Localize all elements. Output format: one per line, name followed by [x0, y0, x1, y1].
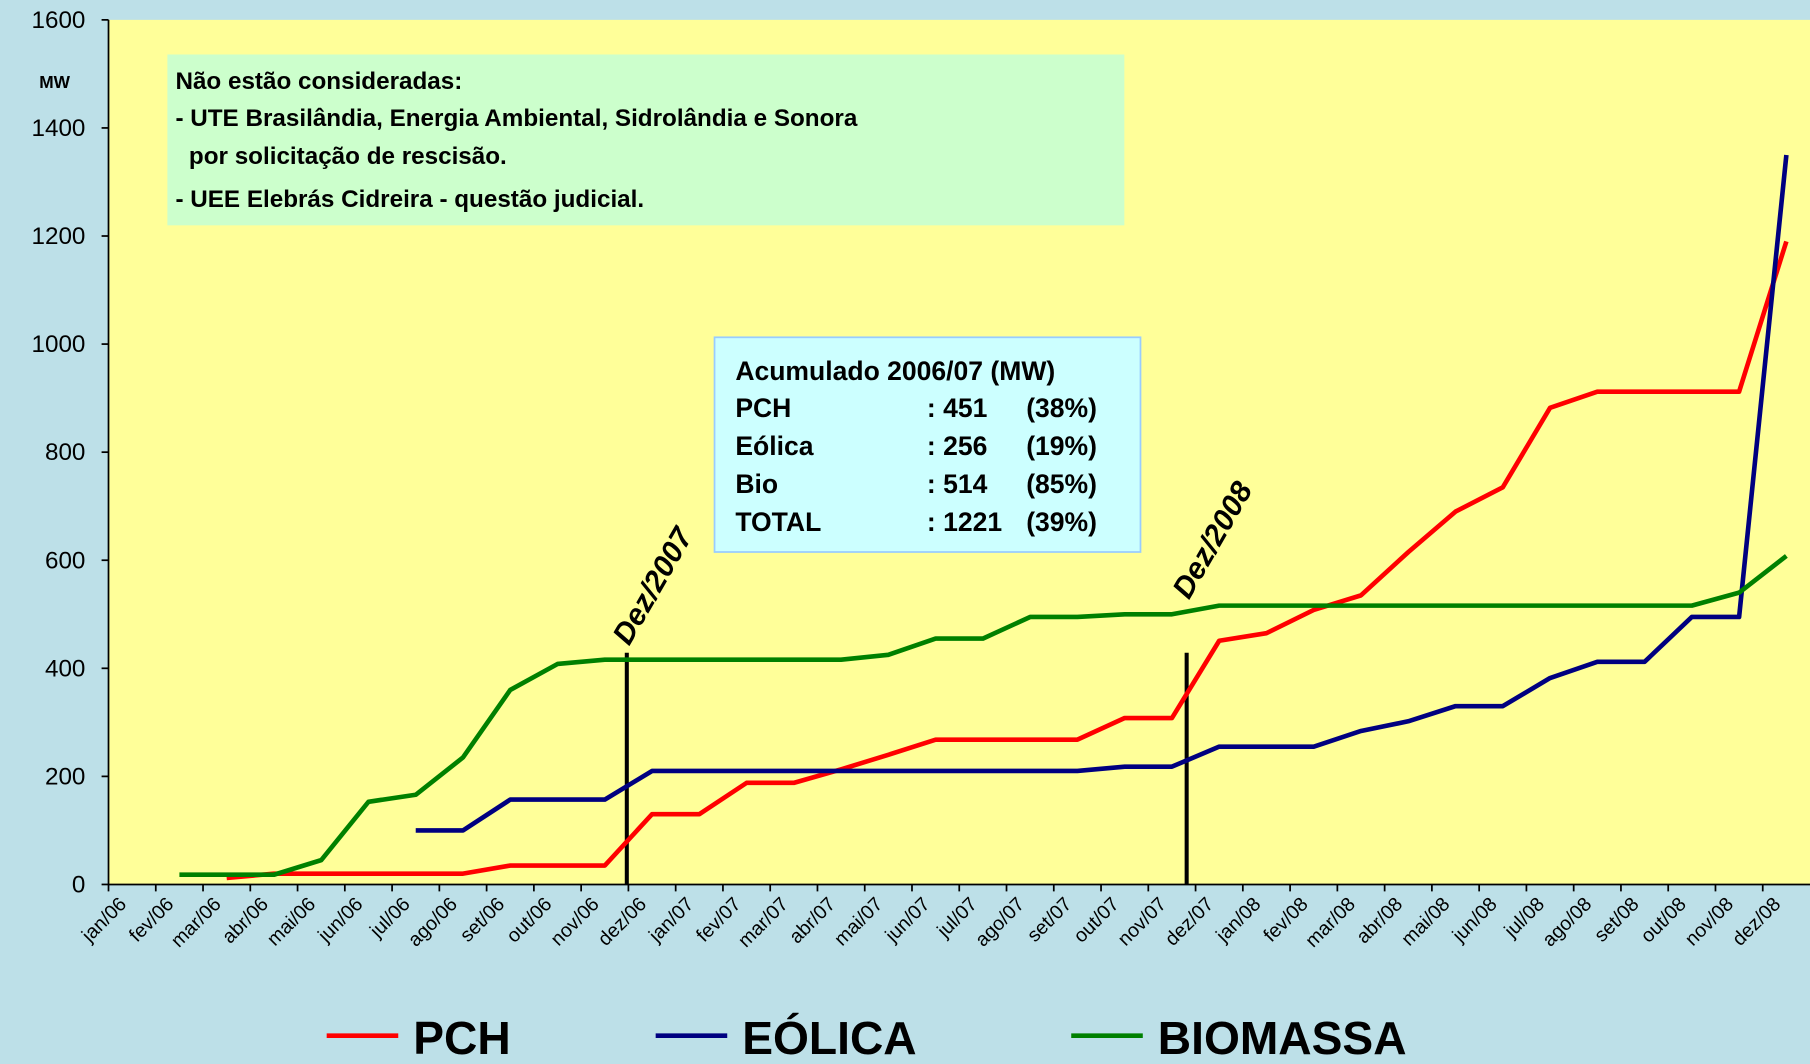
- x-tick-label: nov/08: [1681, 893, 1738, 950]
- legend-label: BIOMASSA: [1158, 1012, 1407, 1059]
- x-tick-label: out/07: [1069, 893, 1123, 947]
- x-tick-label: out/06: [502, 893, 556, 947]
- y-tick-label: 1200: [31, 223, 85, 250]
- summary-cell: TOTAL: [735, 507, 821, 537]
- summary-cell: : 256: [927, 431, 987, 461]
- x-tick-label: set/07: [1023, 893, 1076, 946]
- summary-cell: : 514: [927, 469, 988, 499]
- x-tick-label: jun/07: [880, 893, 934, 947]
- y-tick-label: 600: [45, 547, 85, 574]
- summary-cell: (19%): [1026, 431, 1097, 461]
- series-line: [179, 554, 1788, 878]
- x-tick-label: abr/06: [218, 893, 273, 948]
- series-line: [415, 154, 1789, 833]
- note-box: [167, 54, 1125, 226]
- summary-cell: (38%): [1026, 393, 1097, 423]
- series-line: [226, 240, 1789, 881]
- x-tick-label: out/08: [1637, 893, 1691, 947]
- x-tick-label: nov/06: [546, 893, 603, 950]
- legend-label: PCH: [413, 1012, 510, 1059]
- y-axis-label: MW: [39, 72, 70, 92]
- summary-cell: Bio: [735, 469, 778, 499]
- x-tick-label: jun/08: [1448, 893, 1502, 947]
- x-tick-label: mai/07: [830, 893, 887, 950]
- x-tick-label: jun/06: [313, 893, 367, 947]
- y-tick-label: 200: [45, 763, 85, 790]
- y-tick-label: 1000: [31, 331, 85, 358]
- x-tick-label: dez/08: [1728, 893, 1785, 950]
- summary-box: [713, 336, 1142, 553]
- x-tick-label: abr/07: [785, 893, 840, 948]
- x-tick-label: ago/08: [1538, 893, 1596, 951]
- x-tick-label: dez/07: [1161, 893, 1218, 950]
- summary-cell: : 451: [927, 393, 988, 423]
- summary-cell: Eólica: [735, 431, 813, 461]
- summary-cell: (85%): [1026, 469, 1097, 499]
- x-tick-label: mai/06: [263, 893, 320, 950]
- x-tick-label: ago/07: [971, 893, 1029, 951]
- note-line: Não estão consideradas:: [175, 68, 462, 95]
- x-tick-label: mar/08: [1301, 893, 1360, 952]
- y-tick-label: 1400: [31, 115, 85, 142]
- legend-label: EÓLICA: [742, 1012, 916, 1059]
- y-tick-label: 0: [72, 872, 85, 899]
- x-tick-label: jan/07: [644, 893, 698, 947]
- x-tick-label: jan/06: [77, 893, 131, 947]
- x-tick-label: mai/08: [1397, 893, 1454, 950]
- y-tick-label: 800: [45, 439, 85, 466]
- x-tick-label: mar/06: [167, 893, 226, 952]
- note-line: - UTE Brasilândia, Energia Ambiental, Si…: [175, 105, 857, 132]
- x-tick-label: set/08: [1590, 893, 1643, 946]
- x-tick-label: mar/07: [734, 893, 793, 952]
- x-tick-label: abr/08: [1352, 893, 1407, 948]
- summary-title: Acumulado 2006/07 (MW): [735, 356, 1055, 386]
- y-tick-label: 400: [45, 655, 85, 682]
- note-line: por solicitação de rescisão.: [175, 143, 506, 170]
- summary-cell: (39%): [1026, 507, 1097, 537]
- x-tick-label: ago/06: [404, 893, 462, 951]
- summary-cell: : 1221: [927, 507, 1002, 537]
- x-tick-label: nov/07: [1114, 893, 1171, 950]
- x-tick-label: set/06: [456, 893, 509, 946]
- y-tick-label: 1600: [31, 7, 85, 34]
- x-tick-label: dez/06: [594, 893, 651, 950]
- note-line: - UEE Elebrás Cidreira - questão judicia…: [175, 186, 644, 213]
- summary-cell: PCH: [735, 393, 791, 423]
- x-tick-label: jan/08: [1211, 893, 1265, 947]
